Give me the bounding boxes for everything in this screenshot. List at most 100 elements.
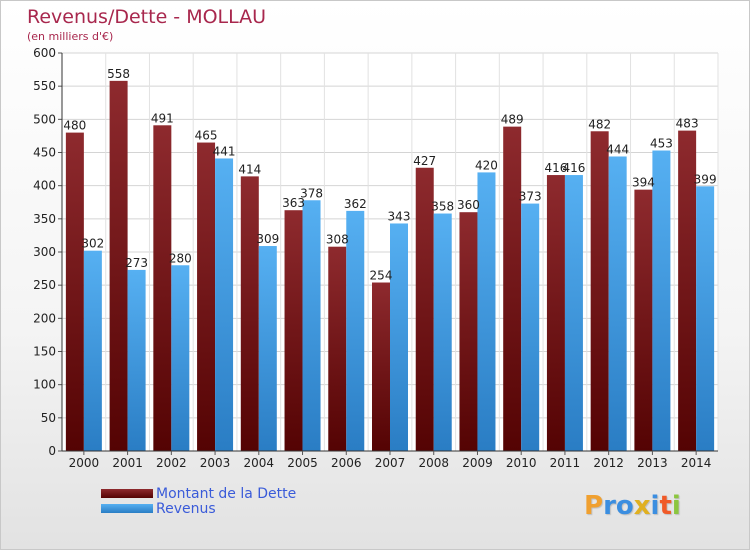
y-tick-label: 600	[33, 46, 56, 60]
data-label-dette: 394	[632, 176, 655, 190]
bar-dette	[372, 282, 390, 451]
x-tick-label: 2012	[593, 456, 624, 470]
x-tick-label: 2001	[112, 456, 143, 470]
chart-subtitle: (en milliers d'€)	[27, 30, 114, 43]
y-tick-label: 450	[33, 146, 56, 160]
bar-dette	[284, 210, 303, 451]
data-label-revenus: 273	[125, 256, 148, 270]
bar-revenus	[696, 186, 715, 451]
bar-revenus	[258, 246, 277, 451]
bar-dette	[459, 212, 478, 451]
y-tick-label: 550	[33, 79, 56, 93]
bar-revenus	[346, 210, 365, 451]
data-label-dette: 482	[588, 117, 611, 131]
bar-dette	[634, 189, 653, 451]
logo-letter: i	[671, 491, 681, 521]
data-label-dette: 489	[501, 113, 524, 127]
x-tick-label: 2009	[462, 456, 493, 470]
data-label-revenus: 453	[650, 137, 673, 151]
bar-revenus	[302, 200, 321, 451]
logo-letter: i	[650, 491, 660, 521]
bar-dette	[503, 126, 522, 451]
data-label-dette: 254	[370, 269, 393, 283]
label-layer: 480 558 491 465 414 363 308 254 427 360 489 416 482 3…	[63, 67, 716, 283]
x-tick-label: 2006	[331, 456, 362, 470]
y-tick-label: 0	[48, 444, 56, 458]
data-label-dette: 465	[195, 129, 218, 143]
data-label-revenus: 362	[344, 197, 367, 211]
proxiti-logo: Proxiti	[584, 491, 681, 521]
x-tick-label: 2008	[418, 456, 449, 470]
bar-layer	[65, 80, 715, 452]
x-tick-label: 2004	[244, 456, 275, 470]
bar-dette	[546, 175, 565, 451]
y-tick-label: 300	[33, 245, 56, 259]
data-label-dette: 427	[413, 154, 436, 168]
x-tick-label: 2014	[681, 456, 712, 470]
data-label-dette: 491	[151, 111, 174, 125]
data-label-revenus: 444	[606, 142, 629, 156]
bar-dette	[415, 167, 434, 452]
data-label-dette: 360	[457, 198, 480, 212]
data-label-revenus: 399	[694, 172, 717, 186]
legend-label-revenus: Revenus	[156, 501, 216, 517]
bar-dette	[197, 142, 216, 452]
y-tick-label: 200	[33, 311, 56, 325]
y-tick-label: 100	[33, 378, 56, 392]
x-tick-label: 2013	[637, 456, 668, 470]
bar-revenus	[652, 150, 671, 451]
x-tick-label: 2007	[375, 456, 406, 470]
logo-letter: o	[615, 491, 634, 521]
data-label-revenus: 358	[431, 200, 454, 214]
y-tick-label: 350	[33, 212, 56, 226]
logo-letter: x	[633, 491, 651, 521]
data-label-dette: 363	[282, 196, 305, 210]
logo-letter: P	[584, 491, 604, 521]
data-label-revenus: 420	[475, 158, 498, 172]
bar-dette	[240, 176, 259, 451]
x-tick-label: 2003	[200, 456, 231, 470]
bar-revenus	[433, 213, 452, 451]
legend-swatch-debt	[101, 489, 153, 498]
data-label-dette: 416	[544, 161, 567, 175]
bar-revenus	[521, 203, 540, 451]
x-tick-label: 2002	[156, 456, 187, 470]
data-label-dette: 308	[326, 233, 349, 247]
data-label-revenus: 373	[519, 190, 542, 204]
bar-dette	[65, 132, 84, 451]
data-label-dette: 483	[676, 117, 699, 131]
legend-swatch-revenus	[101, 504, 153, 513]
bar-dette	[678, 130, 697, 452]
x-tick-label: 2000	[69, 456, 100, 470]
data-label-revenus: 378	[300, 186, 323, 200]
bar-revenus	[390, 223, 408, 451]
bar-dette	[153, 125, 172, 451]
y-tick-label: 150	[33, 345, 56, 359]
bar-revenus	[171, 265, 190, 451]
x-tick-label: 2011	[550, 456, 581, 470]
y-tick-label: 50	[41, 411, 56, 425]
bar-revenus	[215, 158, 234, 451]
data-label-revenus: 416	[562, 161, 585, 175]
bar-revenus	[477, 172, 496, 451]
data-label-revenus: 343	[388, 209, 411, 223]
data-label-revenus: 441	[213, 144, 236, 158]
bar-dette	[328, 246, 347, 451]
chart-title: Revenus/Dette - MOLLAU	[27, 6, 267, 28]
data-label-revenus: 280	[169, 251, 192, 265]
logo-letter: r	[603, 491, 616, 521]
bar-revenus	[564, 175, 583, 451]
data-label-dette: 558	[107, 67, 130, 81]
bar-dette	[109, 80, 128, 452]
y-tick-label: 250	[33, 278, 56, 292]
x-tick-label: 2005	[287, 456, 318, 470]
data-label-dette: 414	[238, 162, 261, 176]
legend-label-debt: Montant de la Dette	[156, 486, 297, 502]
bar-revenus	[127, 269, 146, 451]
data-label-revenus: 309	[256, 232, 279, 246]
data-label-revenus: 302	[81, 237, 104, 251]
bar-revenus	[608, 156, 627, 452]
data-label-dette: 480	[63, 119, 86, 133]
